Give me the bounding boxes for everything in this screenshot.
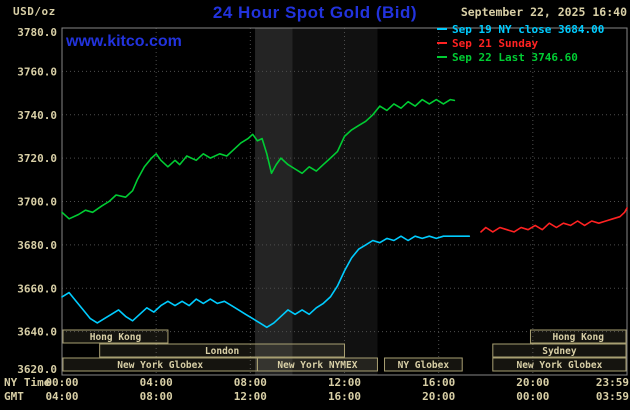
y-axis-tick-label: 3740.0	[17, 109, 57, 122]
y-axis-tick-label: 3780.0	[17, 26, 57, 39]
legend-label: Sep 19 NY close 3684.00	[452, 22, 605, 36]
x-axis-tick-ny-time: 00:00	[45, 376, 78, 389]
market-session-label: London	[205, 346, 239, 357]
y-axis-tick-label: 3700.0	[17, 196, 57, 209]
legend-line-swatch-icon	[437, 28, 447, 30]
y-axis-tick-label: 3680.0	[17, 239, 57, 252]
price-series-sep19	[61, 235, 471, 329]
market-session-label: New York NYMEX	[277, 360, 357, 371]
y-axis-tick-label: 3640.0	[17, 326, 57, 339]
gmt-axis-label: GMT	[4, 390, 24, 403]
x-axis-tick-gmt: 16:00	[328, 390, 361, 403]
market-session-label: Hong Kong	[552, 332, 604, 343]
legend-line-swatch-icon	[437, 56, 447, 58]
x-axis-tick-gmt: 03:59	[596, 390, 629, 403]
market-session-box	[492, 357, 627, 372]
market-session-label: New York Globex	[117, 360, 203, 371]
page-title: 24 Hour Spot Gold (Bid)	[212, 3, 418, 22]
legend-item: Sep 21 Sunday	[437, 36, 604, 50]
session-shading-band	[292, 28, 378, 375]
y-axis-tick-label: 3620.0	[17, 363, 57, 376]
market-session-label: Hong Kong	[90, 332, 142, 343]
market-session-box	[99, 343, 345, 358]
market-session-box	[384, 357, 463, 372]
price-series-sep22	[61, 98, 456, 220]
x-axis-tick-gmt: 04:00	[45, 390, 78, 403]
x-axis-tick-ny-time: 23:59	[596, 376, 629, 389]
x-axis-tick-ny-time: 20:00	[516, 376, 549, 389]
market-session-label: Sydney	[542, 346, 577, 357]
market-session-box	[529, 329, 627, 344]
market-session-box	[256, 357, 378, 372]
x-axis-tick-gmt: 20:00	[422, 390, 455, 403]
x-axis-tick-ny-time: 08:00	[234, 376, 267, 389]
price-series-sep21	[480, 207, 628, 233]
plot-border	[61, 27, 628, 376]
ny-time-axis-label: NY Time	[4, 376, 51, 389]
legend-item: Sep 19 NY close 3684.00	[437, 22, 604, 36]
market-session-box	[62, 329, 169, 344]
market-session-label: NY Globex	[398, 360, 450, 371]
x-axis-tick-ny-time: 12:00	[328, 376, 361, 389]
x-axis-tick-gmt: 08:00	[140, 390, 173, 403]
legend-label: Sep 22 Last 3746.60	[452, 50, 578, 64]
x-axis-tick-ny-time: 04:00	[140, 376, 173, 389]
legend-label: Sep 21 Sunday	[452, 36, 539, 50]
x-axis-tick-gmt: 12:00	[234, 390, 267, 403]
market-session-label: New York Globex	[517, 360, 603, 371]
y-axis-tick-label: 3720.0	[17, 152, 57, 165]
kitco-website-link[interactable]: www.kitco.com	[66, 33, 182, 50]
chart-legend: Sep 19 NY close 3684.00 Sep 21 Sunday Sep …	[437, 22, 604, 64]
market-session-box	[492, 343, 627, 358]
x-axis-tick-gmt: 00:00	[516, 390, 549, 403]
y-axis-tick-label: 3760.0	[17, 65, 57, 78]
chart-datetime: September 22, 2025 16:40	[460, 5, 627, 19]
legend-line-swatch-icon	[437, 42, 447, 44]
x-axis-tick-ny-time: 16:00	[422, 376, 455, 389]
y-axis-tick-label: 3660.0	[17, 282, 57, 295]
legend-item: Sep 22 Last 3746.60	[437, 50, 604, 64]
y-axis-unit-label: USD/oz	[13, 5, 56, 18]
